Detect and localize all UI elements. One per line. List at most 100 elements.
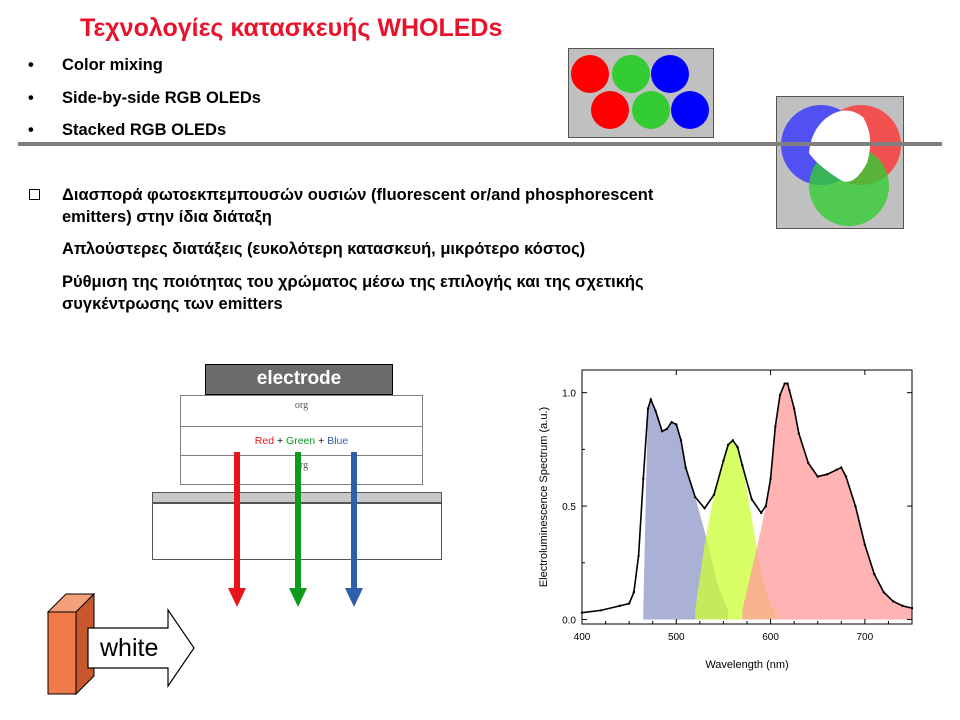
spectrum-point: [660, 430, 664, 433]
divider-line: [18, 142, 942, 146]
spectrum-point: [797, 432, 801, 435]
spectrum-point: [726, 443, 730, 447]
blue-dot: [671, 91, 709, 129]
bullet-text: Color mixing: [62, 56, 163, 74]
rgb-dots-graphic: [571, 55, 709, 129]
plus-sign: +: [276, 435, 284, 447]
spectrum-point: [788, 389, 791, 392]
spectrum-point: [649, 398, 653, 401]
bullet-text: Side-by-side RGB OLEDs: [62, 89, 261, 107]
bullet-dot: •: [28, 121, 34, 139]
x-axis-label: Wavelength (nm): [705, 659, 788, 671]
organic-layer-bottom: org: [180, 455, 423, 485]
spectrum-point: [618, 604, 621, 608]
x-tick-label: 500: [668, 632, 685, 643]
spectrum-point: [769, 477, 772, 481]
blue-dot: [651, 55, 689, 93]
spectrum-point: [863, 543, 867, 546]
blue-arrow: [345, 452, 363, 607]
spectrum-point: [731, 439, 735, 442]
spectrum-point: [637, 554, 640, 558]
spectrum-point: [646, 407, 650, 410]
paragraph-line: emitters) στην ίδια διάταξη: [62, 208, 272, 226]
bullet-dot: •: [28, 56, 34, 74]
stacked-rgb-image: [776, 96, 904, 229]
bullet-text: Stacked RGB OLEDs: [62, 121, 227, 139]
bullet-item: • Side-by-side RGB OLEDs: [28, 89, 261, 108]
spectrum-point: [654, 409, 657, 413]
spectrum-point: [816, 475, 819, 478]
paragraph-simpler: Απλούστερες διατάξεις (ευκολότερη κατασκ…: [62, 240, 586, 258]
red-arrow: [228, 452, 246, 607]
spectrum-point: [786, 382, 789, 385]
spectrum-point: [778, 393, 782, 397]
spectrum-point: [670, 420, 673, 424]
white-label: white: [100, 634, 159, 662]
page-title: Τεχνολογίες κατασκευής WHOLEDs: [80, 14, 503, 42]
x-tick-label: 600: [762, 632, 779, 643]
spectrum-point: [703, 507, 706, 510]
spectrum-point: [693, 495, 697, 499]
spectrum-point: [901, 604, 904, 608]
spectrum-chart: 400 500 600 700 0.0 0.5 1.0 Wavelength (nm) El…: [538, 369, 914, 671]
electrode-layer: electrode: [205, 364, 393, 395]
spectrum-line: [581, 382, 913, 614]
color-mixing-graphic: [781, 105, 901, 226]
green-arrow: [289, 452, 307, 607]
organic-layer-top: org: [180, 395, 423, 427]
plus-sign: +: [318, 435, 325, 447]
blue-emitter-label: Blue: [327, 435, 349, 447]
paragraph-line: Ρύθμιση της ποιότητας του χρώματος μέσω …: [62, 273, 644, 291]
white-output-graphic: [46, 592, 195, 696]
spectrum-point: [736, 445, 739, 449]
spectrum-point: [675, 423, 678, 426]
spectrum-point: [712, 493, 716, 496]
white-arrow-icon: [87, 608, 195, 688]
white-overlap: [809, 110, 871, 182]
spectrum-point: [783, 382, 786, 385]
spectrum-point: [873, 572, 876, 576]
spectrum-point: [599, 609, 603, 612]
chart-line-group: [580, 382, 914, 614]
device-block-icon: [46, 592, 96, 696]
spectrum-point: [642, 477, 645, 481]
bullet-item: • Color mixing: [28, 56, 163, 75]
spectrum-point: [722, 459, 725, 462]
spectrum-point: [759, 511, 763, 515]
spectrum-point: [665, 427, 669, 431]
paragraph-tuning: Ρύθμιση της ποιότητας του χρώματος μέσω …: [62, 271, 644, 315]
paragraph-line: Διασπορά φωτοεκπεμπουσών ουσιών (fluores…: [62, 186, 654, 204]
spectrum-point: [835, 468, 838, 471]
spectrum-area-3: [742, 383, 912, 620]
spectrum-point: [792, 407, 796, 410]
spectrum-point: [632, 591, 636, 594]
side-by-side-rgb-image: [568, 48, 714, 138]
green-emitter-label: Green: [286, 435, 316, 447]
spectrum-point: [854, 504, 857, 508]
spectrum-point: [684, 466, 687, 469]
spectrum-point: [807, 461, 810, 465]
emissive-layer: Red + Green + Blue: [180, 426, 423, 456]
paragraph-dispersion: Διασπορά φωτοεκπεμπουσών ουσιών (fluores…: [29, 184, 654, 228]
y-axis-label: Electroluminescence Spectrum (a.u.): [538, 407, 550, 587]
spectrum-point: [741, 464, 744, 467]
spectrum-point: [840, 466, 843, 469]
bullet-item: • Stacked RGB OLEDs: [28, 121, 227, 140]
spectrum-point: [882, 591, 885, 594]
spectrum-point: [825, 473, 829, 476]
spectrum-point: [750, 498, 753, 501]
y-tick-label: 0.5: [562, 502, 576, 513]
green-dot: [632, 91, 670, 129]
x-tick-label: 400: [574, 632, 591, 643]
y-tick-label: 0.0: [562, 615, 576, 626]
paragraph-line: συγκέντρωσης των emitters: [62, 295, 283, 313]
spectrum-point: [764, 504, 768, 508]
spectrum-point: [844, 475, 848, 478]
checkbox-bullet-icon: [29, 189, 40, 200]
spectrum-point: [627, 602, 631, 605]
spectrum-point: [774, 425, 777, 428]
bullet-dot: •: [28, 89, 34, 107]
red-dot: [591, 91, 629, 129]
spectrum-point: [891, 600, 895, 603]
red-dot: [571, 55, 609, 93]
